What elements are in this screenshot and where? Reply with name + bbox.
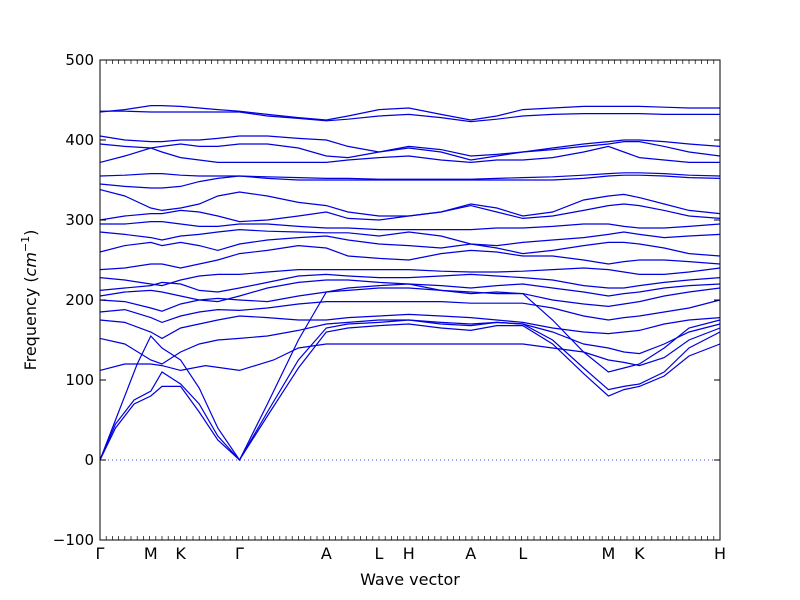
- y-axis-label: Frequency (cm−1): [19, 230, 40, 371]
- x-tick-label: Γ: [235, 544, 244, 563]
- y-tick-label: 300: [65, 211, 94, 229]
- x-tick-label: A: [465, 544, 476, 563]
- y-tick-label: 500: [65, 51, 94, 69]
- band-line-6: [99, 313, 721, 340]
- y-ticks-group: −100 0 100 200 300 400 500: [53, 51, 720, 549]
- band-line-16: [99, 203, 721, 223]
- band-line-21: [99, 141, 721, 159]
- y-axis-label-exponent: −1: [19, 236, 32, 252]
- y-axis-label-close: ): [21, 230, 40, 236]
- band-line-24: [100, 110, 720, 123]
- band-line-15: [100, 221, 721, 231]
- band-line-22: [99, 135, 721, 161]
- x-tick-label: H: [403, 544, 415, 563]
- band-line-13: [99, 235, 721, 257]
- x-tick-label: H: [714, 544, 726, 563]
- band-line-23: [99, 105, 720, 121]
- x-tick-label: K: [175, 544, 186, 563]
- band-line-4: [99, 327, 721, 372]
- band-line-5: [99, 319, 721, 365]
- band-line-9: [99, 279, 721, 303]
- band-line-3: [99, 283, 721, 462]
- x-tick-label: L: [518, 544, 527, 563]
- y-tick-label: 200: [65, 291, 94, 309]
- x-tick-label: K: [634, 544, 645, 563]
- band-line-14: [99, 228, 721, 247]
- y-axis-label-unit: cm: [21, 252, 40, 276]
- minor-ticks-group: [99, 60, 721, 540]
- y-tick-label: −100: [53, 531, 94, 549]
- x-tick-label: M: [601, 544, 615, 563]
- band-line-8: [99, 287, 721, 312]
- band-line-20: [99, 145, 720, 164]
- x-tick-label: M: [144, 544, 158, 563]
- band-line-7: [99, 299, 721, 324]
- x-tick-label: Γ: [96, 544, 105, 563]
- band-line-19: [99, 172, 721, 180]
- x-tick-label: L: [375, 544, 384, 563]
- y-tick-label: 400: [65, 131, 94, 149]
- plot-frame: [99, 59, 721, 541]
- band-line-2: [99, 319, 721, 462]
- band-series-group: [99, 105, 721, 462]
- x-axis-label: Wave vector: [360, 570, 460, 589]
- band-line-1: [99, 323, 721, 461]
- y-tick-label: 0: [84, 451, 94, 469]
- band-line-17: [99, 189, 721, 217]
- band-line-10: [99, 273, 721, 293]
- band-line-11: [99, 267, 721, 287]
- y-axis-label-text: Frequency (: [21, 276, 40, 370]
- band-line-12: [99, 244, 721, 271]
- band-line-18: [99, 174, 721, 189]
- y-tick-label: 100: [65, 371, 94, 389]
- x-tick-label: A: [321, 544, 332, 563]
